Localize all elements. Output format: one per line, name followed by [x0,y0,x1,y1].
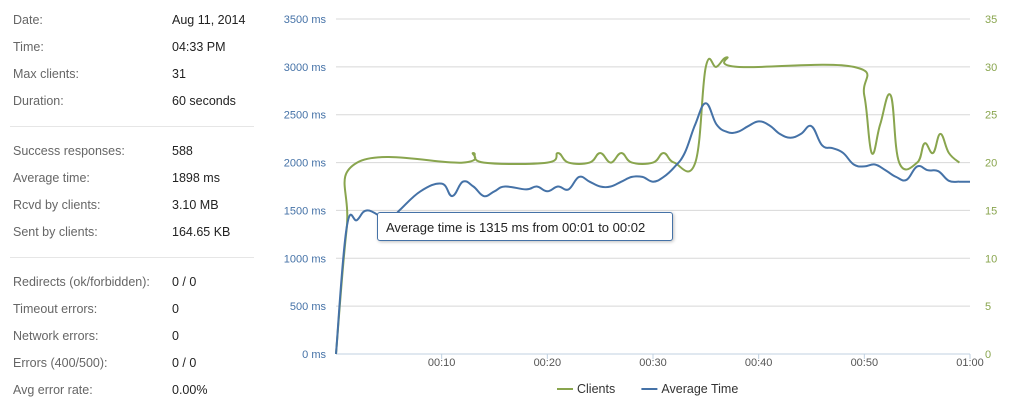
y-tick-label-left: 3000 ms [284,62,327,74]
stat-value: 31 [172,67,186,81]
series-line-clients [335,56,961,355]
stat-row-date: Date: Aug 11, 2014 [13,10,258,30]
y-tick-label-left: 3500 ms [284,14,327,26]
stat-row-duration: Duration: 60 seconds [13,91,258,111]
y-tick-label-right: 10 [985,253,997,265]
stat-label: Sent by clients: [13,225,98,239]
stat-value: 0 / 0 [172,356,197,370]
stat-value: 60 seconds [172,94,236,108]
y-tick-label-right: 20 [985,158,997,170]
stat-label: Duration: [13,94,64,108]
y-tick-label-left: 2000 ms [284,158,327,170]
stat-value: 164.65 KB [172,225,231,239]
stat-label: Max clients: [13,67,79,81]
stat-value: Aug 11, 2014 [172,13,246,27]
stat-label: Network errors: [13,329,99,343]
stat-value: 0 / 0 [172,275,197,289]
legend-label: Clients [577,382,615,396]
divider [10,257,254,258]
y-tick-label-left: 2500 ms [284,110,327,122]
y-tick-label-right: 30 [985,62,997,74]
x-tick-label: 00:10 [428,357,456,369]
stat-row-avg-error-rate: Avg error rate: 0.00% [13,380,258,400]
stat-value: 588 [172,144,193,158]
stat-value: 3.10 MB [172,198,219,212]
stat-label: Avg error rate: [13,383,93,397]
stat-row-time: Time: 04:33 PM [13,37,258,57]
stat-label: Timeout errors: [13,302,98,316]
stat-row-rcvd: Rcvd by clients: 3.10 MB [13,195,258,215]
response-chart[interactable]: 0 ms 0 500 ms 5 1000 ms 10 1500 ms 15 2000 ms 20 2… [262,0,1009,407]
stat-label: Average time: [13,171,90,185]
stat-row-network-errors: Network errors: 0 [13,326,258,346]
stat-value: 04:33 PM [172,40,226,54]
stat-label: Rcvd by clients: [13,198,101,212]
x-tick-label: 01:00 [956,357,984,369]
divider [10,126,254,127]
stat-label: Redirects (ok/forbidden): [13,275,150,289]
stat-row-average-time: Average time: 1898 ms [13,168,258,188]
stat-value: 0 [172,329,179,343]
stat-row-timeout-errors: Timeout errors: 0 [13,299,258,319]
stat-label: Time: [13,40,44,54]
y-tick-label-right: 0 [985,349,991,361]
series-line-average-time [335,102,971,355]
stat-label: Errors (400/500): [13,356,108,370]
stat-value: 0 [172,302,179,316]
y-tick-label-right: 5 [985,301,991,313]
y-tick-label-right: 15 [985,205,997,217]
x-tick-label: 00:20 [534,357,562,369]
x-tick-label: 00:50 [851,357,879,369]
chart-tooltip: Average time is 1315 ms from 00:01 to 00… [377,212,673,241]
stat-label: Success responses: [13,144,125,158]
y-tick-label-left: 1500 ms [284,205,327,217]
stat-row-max-clients: Max clients: 31 [13,64,258,84]
stat-row-sent: Sent by clients: 164.65 KB [13,222,258,242]
stat-row-http-errors: Errors (400/500): 0 / 0 [13,353,258,373]
stat-row-redirects: Redirects (ok/forbidden): 0 / 0 [13,272,258,292]
x-tick-label: 00:30 [639,357,667,369]
stats-panel: Date: Aug 11, 2014 Time: 04:33 PM Max cl… [0,0,262,407]
y-tick-label-right: 35 [985,14,997,26]
chart-area[interactable]: 0 ms 0 500 ms 5 1000 ms 10 1500 ms 15 2000 ms 20 2… [262,0,1009,407]
y-tick-label-left: 500 ms [290,301,327,313]
stat-value: 1898 ms [172,171,220,185]
legend-label: Average Time [661,382,738,396]
y-tick-label-left: 0 ms [302,349,326,361]
x-tick-label: 00:40 [745,357,773,369]
stat-row-success-responses: Success responses: 588 [13,141,258,161]
stat-value: 0.00% [172,383,208,397]
stat-label: Date: [13,13,43,27]
y-tick-label-left: 1000 ms [284,253,327,265]
y-tick-label-right: 25 [985,110,997,122]
